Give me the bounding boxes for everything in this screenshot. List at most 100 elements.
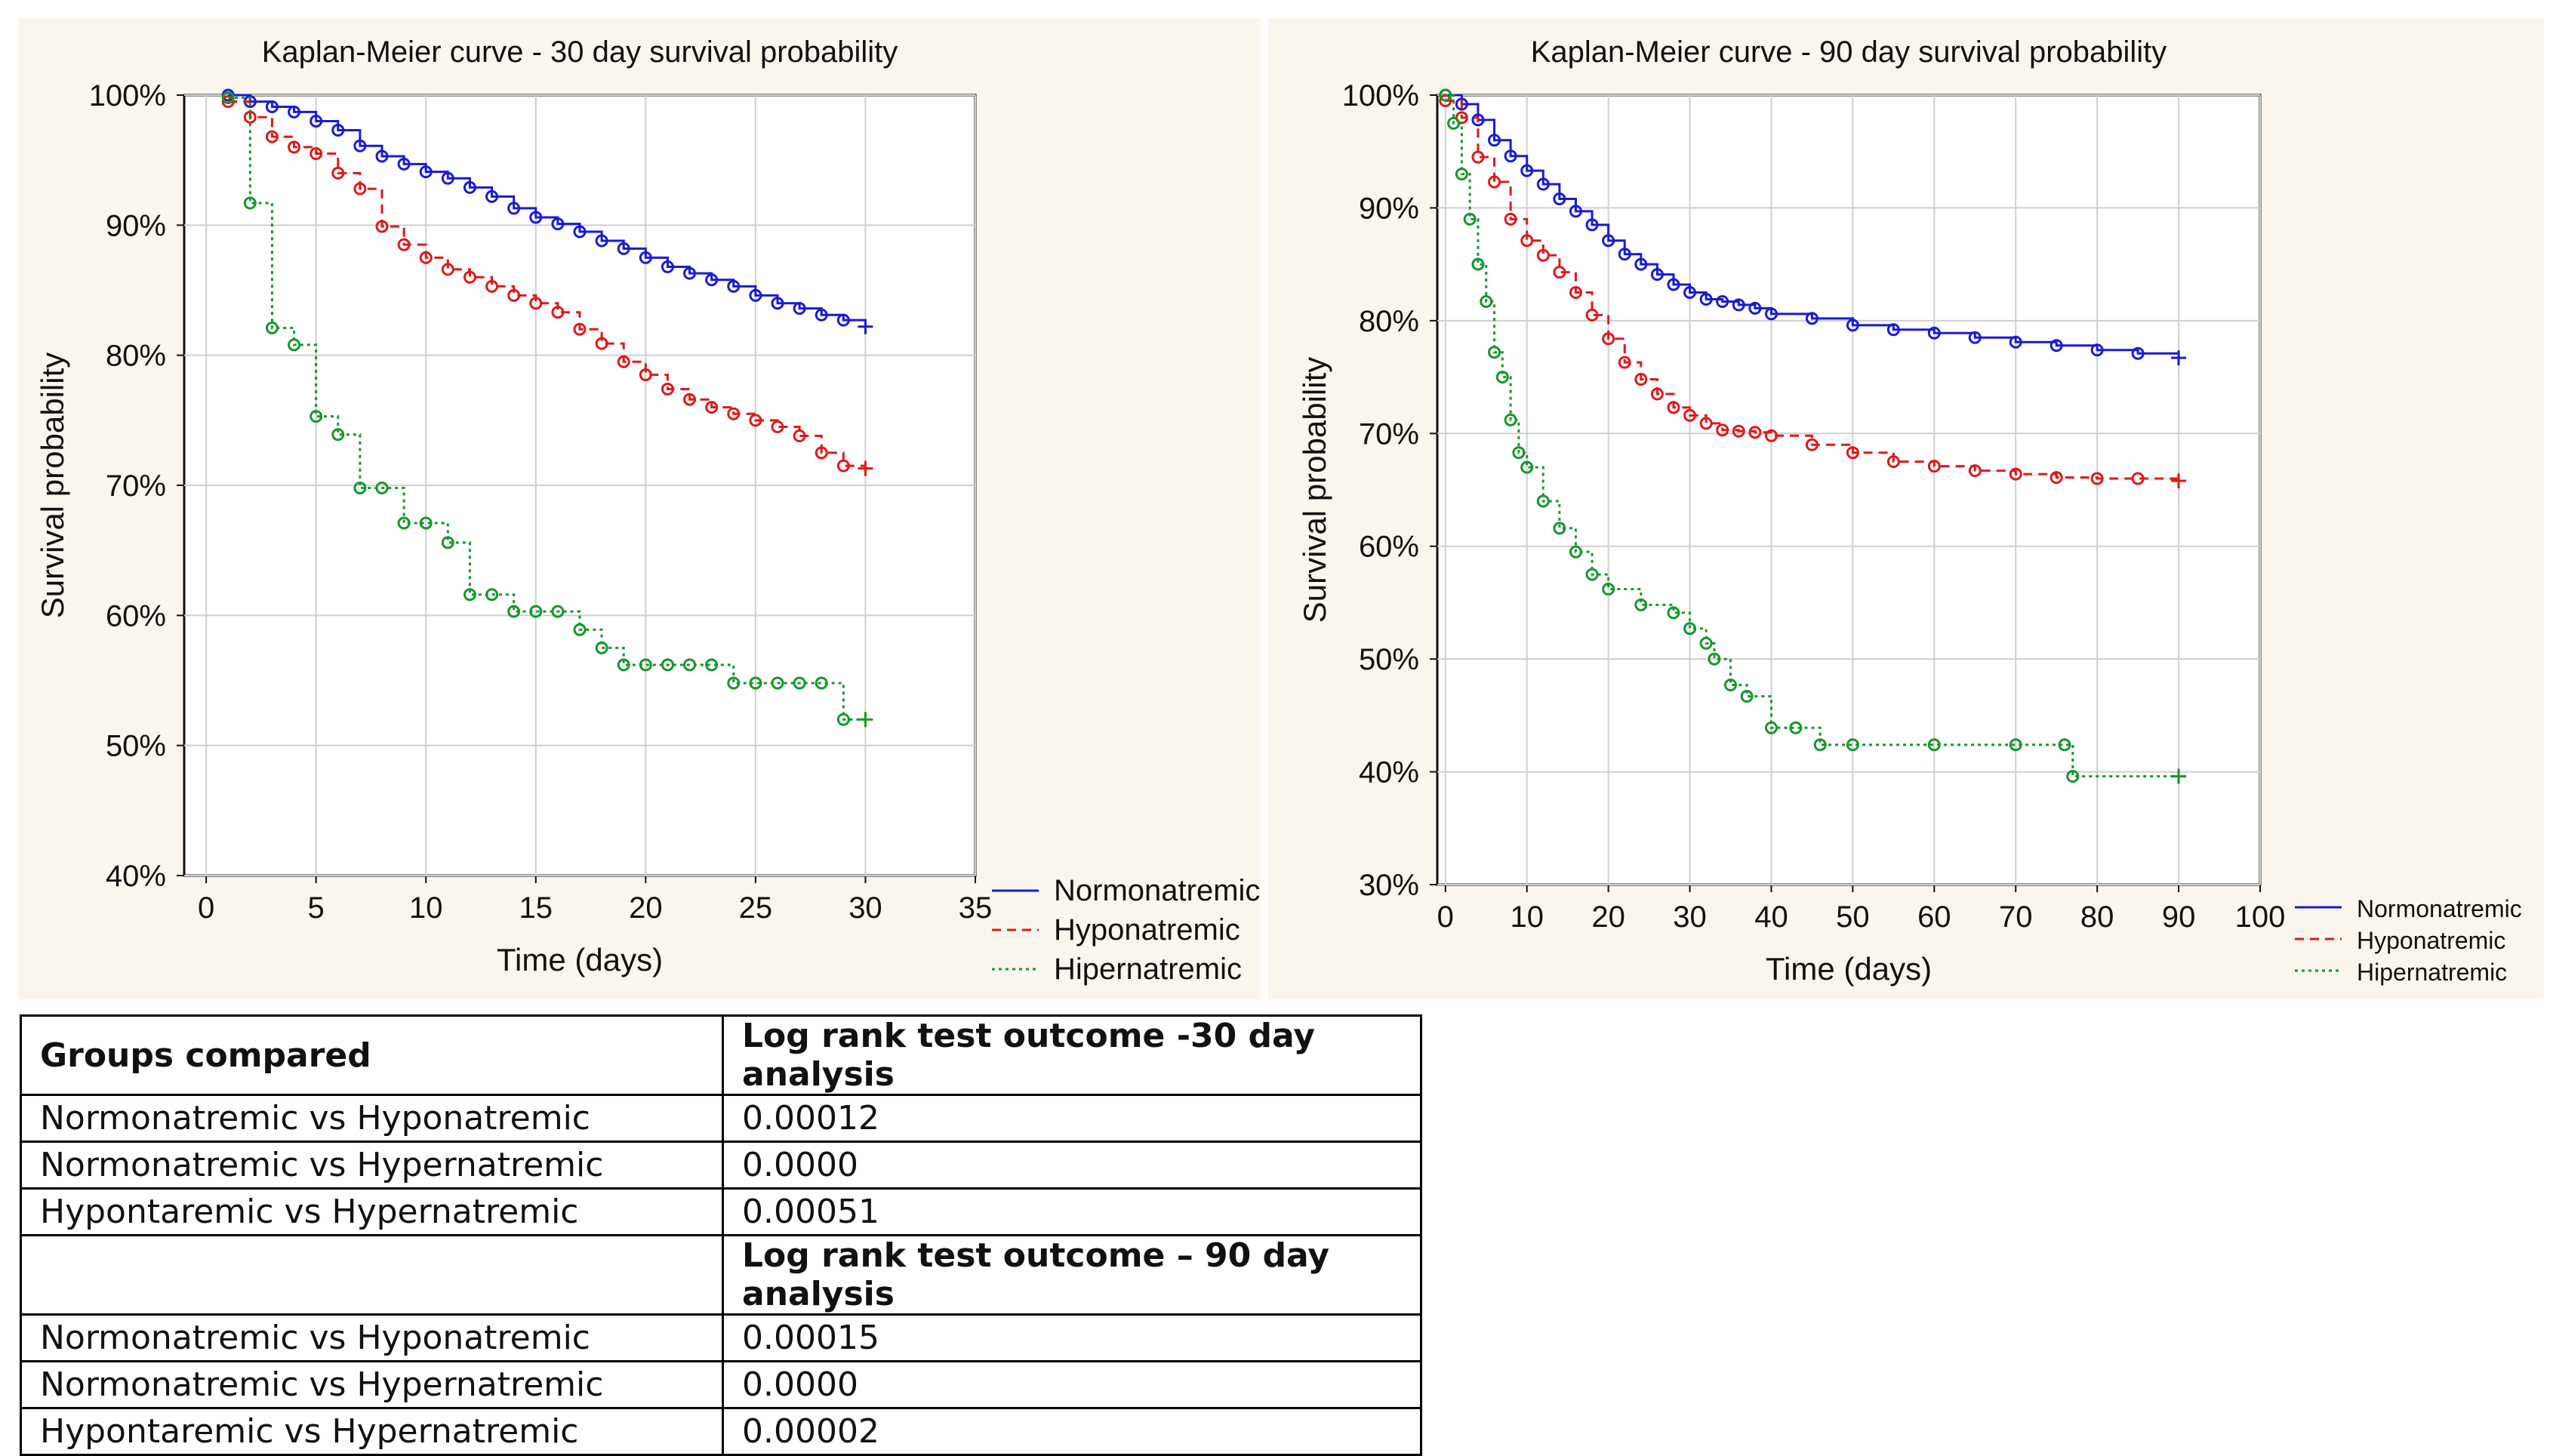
censor-mark: [617, 355, 630, 368]
censor-mark: [485, 279, 499, 293]
censor-mark: [419, 516, 433, 530]
censor-mark: [793, 429, 806, 443]
censor-mark: [771, 420, 784, 433]
censor-mark: [1968, 464, 1982, 478]
y-tick-label: 80%: [106, 340, 166, 373]
censor-mark: [1569, 205, 1582, 218]
censor-mark: [1789, 721, 1803, 734]
censor-mark: [1732, 298, 1745, 312]
censor-mark: [353, 139, 367, 152]
censor-mark: [375, 220, 389, 233]
x-tick-label: 5: [308, 891, 325, 925]
end-mark: [2171, 473, 2187, 489]
censor-mark: [310, 114, 323, 128]
censor-mark: [727, 407, 741, 420]
x-tick-label: 15: [519, 891, 553, 925]
y-axis-label: Survival probability: [1297, 357, 1332, 623]
legend-label: Normonatremic: [2357, 895, 2522, 922]
censor-mark: [463, 588, 476, 602]
end-mark: [2171, 350, 2187, 366]
censor-mark: [529, 297, 543, 310]
x-tick-label: 10: [1510, 900, 1544, 934]
legend-label: Hipernatremic: [2357, 959, 2507, 986]
y-tick-label: 60%: [1359, 531, 1419, 564]
x-tick-label: 35: [959, 891, 993, 925]
censor-mark: [1471, 113, 1485, 127]
table-row: Normonatremic vs Hypernatremic 0.0000: [20, 1360, 1422, 1409]
censor-mark: [771, 676, 784, 690]
censor-mark: [836, 313, 850, 327]
censor-mark: [1488, 346, 1501, 359]
censor-mark: [1553, 522, 1566, 535]
series-markers-hipernatremic: [221, 91, 850, 726]
censor-mark: [1927, 326, 1941, 340]
censor-mark: [310, 410, 323, 423]
censor-mark: [1602, 234, 1615, 248]
censor-mark: [221, 91, 235, 104]
censor-mark: [705, 273, 719, 287]
y-tick-label: 90%: [106, 209, 166, 242]
censor-mark: [441, 171, 454, 185]
censor-mark: [1553, 266, 1566, 279]
censor-mark: [1480, 294, 1493, 308]
censor-mark: [1504, 212, 1517, 226]
y-tick-label: 100%: [89, 79, 166, 112]
km-chart-90-day: 0 10 20 30 40 50 60 70 80 90 100 30% 40% 50% 60% 70% 80%…: [1268, 18, 2544, 999]
censor-mark: [573, 322, 587, 336]
censor-mark: [1471, 257, 1485, 271]
censor-mark: [727, 676, 741, 690]
censor-mark: [639, 368, 652, 382]
censor-mark: [1927, 460, 1941, 473]
censor-mark: [353, 481, 367, 494]
legend-label: Hipernatremic: [1054, 953, 1242, 986]
censor-mark: [617, 242, 630, 255]
censor-mark: [265, 130, 279, 143]
table-cell: Normonatremic vs Hyponatremic: [20, 1094, 724, 1143]
censor-mark: [705, 658, 719, 672]
legend: Normonatremic Hyponatremic Hipernatremic: [992, 874, 1260, 986]
series-line-hyponatremic: [1445, 99, 2180, 482]
censor-mark: [1520, 460, 1534, 474]
x-tick-label: 90: [2162, 900, 2196, 934]
x-tick-label: 50: [1836, 900, 1870, 934]
censor-mark: [1732, 424, 1745, 438]
censor-mark: [771, 297, 784, 310]
x-tick-label: 0: [1437, 900, 1454, 934]
censor-mark: [375, 481, 389, 494]
x-tick-label: 60: [1917, 900, 1951, 934]
censor-mark: [639, 658, 652, 672]
x-axis-label: Time (days): [497, 942, 663, 977]
censor-mark: [1602, 332, 1615, 346]
x-axis-label: Time (days): [1766, 951, 1932, 987]
end-mark: [858, 712, 873, 728]
censor-mark: [419, 251, 433, 264]
censor-mark: [507, 288, 521, 302]
censor-mark: [639, 251, 652, 264]
censor-mark: [2049, 471, 2063, 485]
table-header-row-90: Log rank test outcome – 90 day analysis: [20, 1234, 1422, 1316]
censor-mark: [1846, 319, 1859, 332]
y-tick-label: 50%: [106, 730, 166, 763]
censor-mark: [683, 658, 697, 672]
censor-mark: [1699, 636, 1713, 650]
km-chart-30-day: 0 5 10 15 20 25 30 35 40% 50% 60% 70% 80% 90% 100% Kapl…: [18, 18, 1261, 999]
censor-mark: [2009, 335, 2022, 349]
censor-mark: [1716, 423, 1729, 437]
censor-mark: [2131, 346, 2145, 360]
censor-mark: [1748, 426, 1762, 439]
table-header-cell: Log rank test outcome -30 day analysis: [722, 1014, 1422, 1096]
censor-mark: [1618, 356, 1631, 369]
censor-mark: [1764, 429, 1778, 442]
y-tick-label: 90%: [1359, 192, 1419, 225]
censor-mark: [288, 105, 301, 119]
censor-mark: [595, 234, 608, 248]
censor-mark: [2066, 770, 2080, 783]
table-row: Normonatremic vs Hyponatremic 0.00015: [20, 1313, 1422, 1362]
series-markers-normonatremic: [1439, 88, 2145, 360]
series-markers-hyponatremic: [221, 95, 850, 473]
censor-mark: [1708, 652, 1721, 666]
legend-label: Hyponatremic: [2357, 927, 2505, 954]
table-cell: 0.0000: [722, 1140, 1422, 1190]
censor-mark: [1488, 134, 1501, 147]
x-tick-label: 30: [848, 891, 882, 925]
